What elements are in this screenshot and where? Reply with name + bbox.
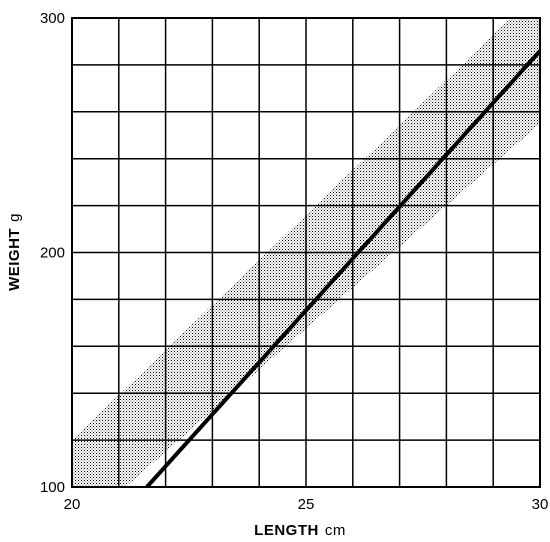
x-axis-label-text: LENGTH (254, 522, 319, 539)
y-tick-label: 300 (40, 10, 65, 27)
y-tick-label: 200 (40, 245, 65, 262)
x-tick-label: 25 (298, 496, 315, 513)
y-axis-label: WEIGHT g (6, 213, 23, 291)
y-axis-unit: g (6, 213, 23, 222)
x-tick-label: 30 (532, 496, 549, 513)
y-tick-label: 100 (40, 479, 65, 496)
x-axis-unit: cm (325, 522, 346, 539)
plot-frame (71, 17, 541, 488)
regression-line (145, 49, 540, 487)
y-axis-label-text: WEIGHT (6, 228, 23, 291)
x-tick-label: 20 (64, 496, 81, 513)
x-axis-label: LENGTH cm (254, 522, 346, 539)
